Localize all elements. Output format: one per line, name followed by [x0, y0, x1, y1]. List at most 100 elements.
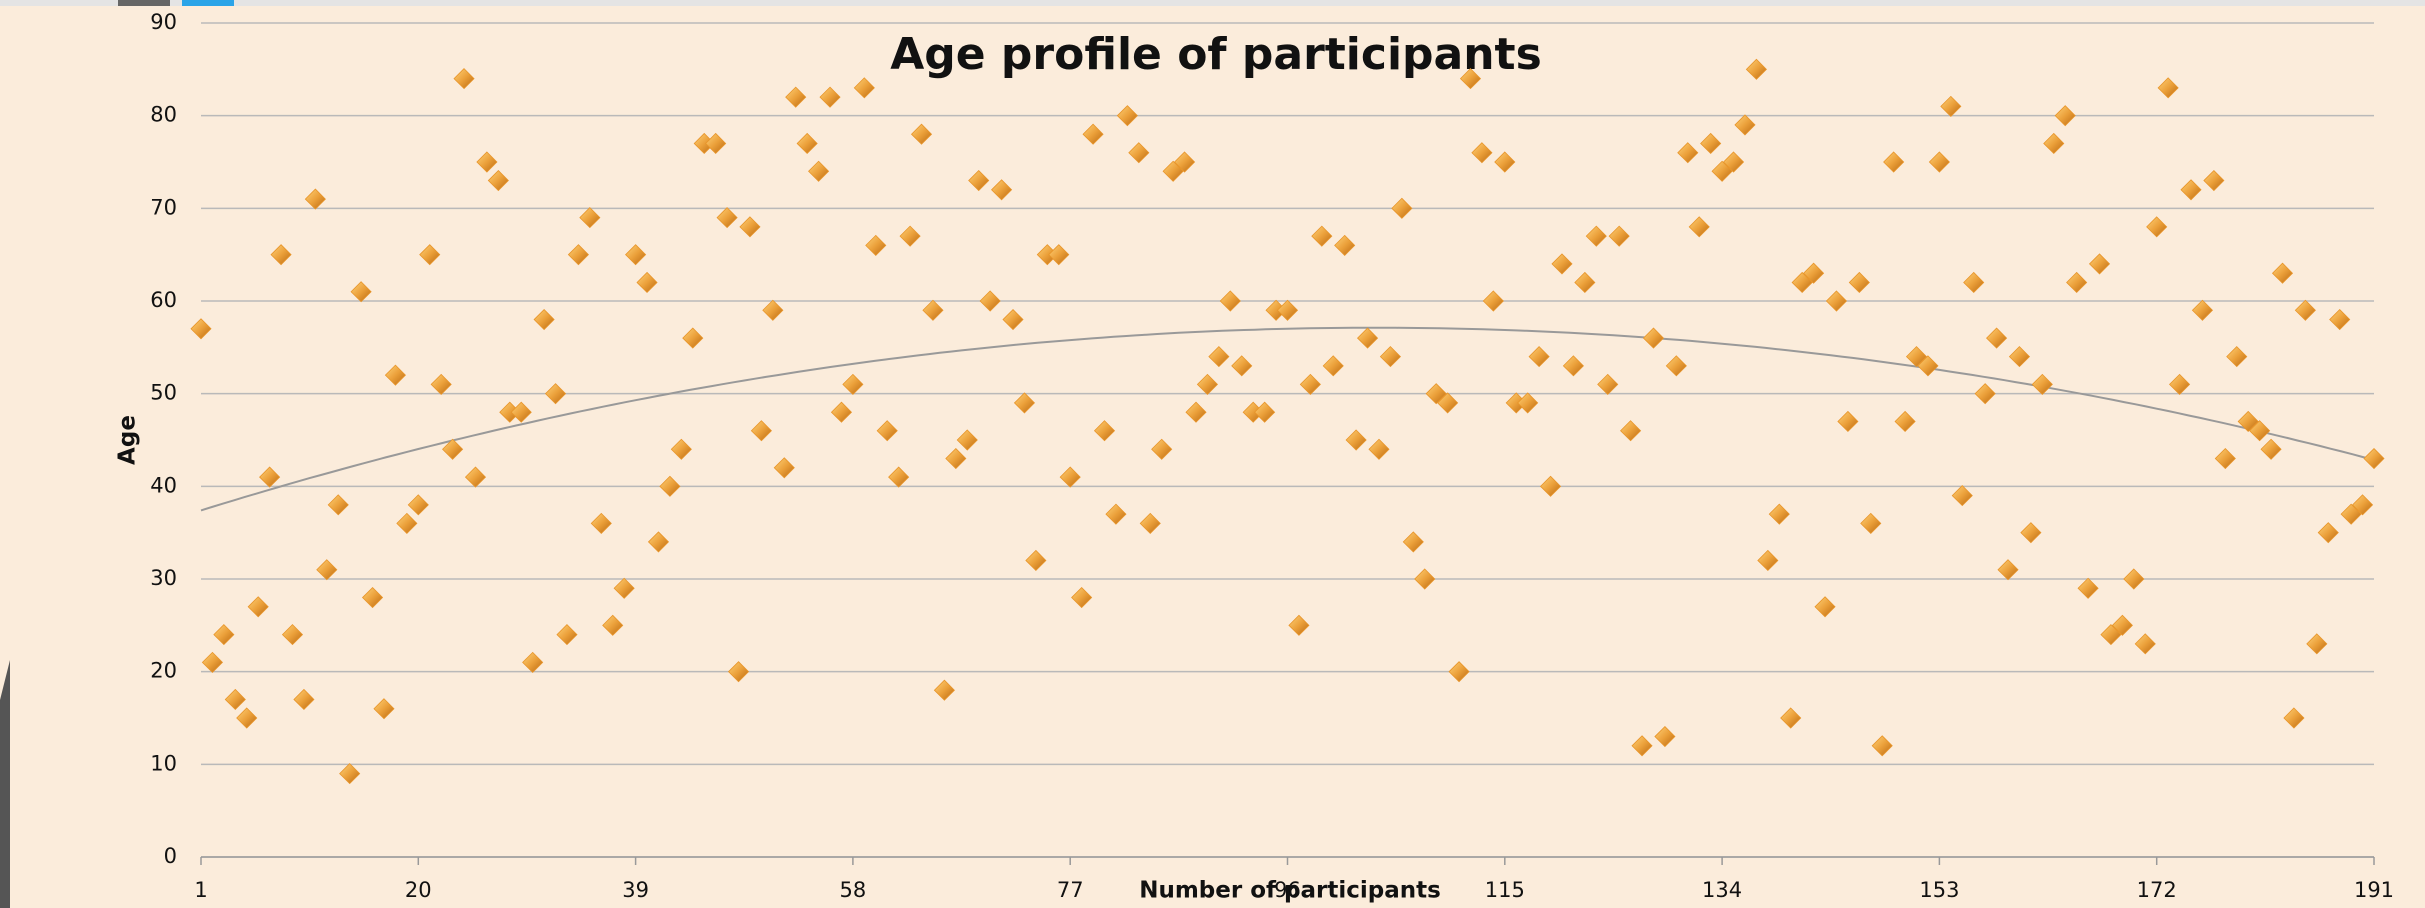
point: [1196, 373, 1219, 395]
point: [773, 457, 795, 479]
point: [2237, 410, 2259, 433]
point: [1414, 568, 1436, 590]
point: [327, 494, 349, 516]
point: [1642, 327, 1665, 349]
point: [785, 86, 807, 108]
point: [1677, 142, 1699, 164]
x-tick-label: 153: [1919, 878, 1959, 902]
point: [853, 77, 875, 99]
point: [453, 68, 475, 90]
point: [464, 466, 487, 488]
chart-title: Age profile of participants: [890, 29, 1542, 80]
point: [2306, 633, 2328, 655]
point: [647, 531, 670, 553]
point: [430, 373, 452, 395]
point: [1276, 299, 1299, 321]
point: [1551, 253, 1573, 275]
y-tick-label: 30: [150, 566, 177, 590]
point: [396, 512, 418, 534]
trendline: [200, 326, 2375, 512]
point: [945, 447, 967, 470]
point: [1585, 225, 1607, 247]
point: [1288, 614, 1310, 636]
point: [259, 466, 281, 488]
point: [2329, 308, 2351, 331]
point: [2043, 132, 2065, 155]
point: [2226, 346, 2248, 368]
point: [2088, 253, 2111, 275]
point: [2249, 420, 2271, 442]
point: [2020, 522, 2042, 544]
point: [1151, 438, 1173, 460]
point: [190, 318, 212, 340]
point: [407, 494, 429, 516]
point: [2169, 373, 2191, 395]
point: [727, 661, 750, 683]
x-tick-label: 115: [1485, 878, 1525, 902]
point: [1013, 392, 1036, 414]
point: [1311, 225, 1333, 247]
point: [1917, 355, 1939, 377]
point: [2271, 262, 2294, 284]
point: [808, 160, 830, 182]
point: [373, 698, 395, 720]
point: [1700, 132, 1722, 155]
point: [682, 327, 704, 349]
point: [1871, 735, 1893, 757]
point: [876, 420, 898, 442]
point: [1803, 262, 1825, 284]
point: [1848, 271, 1870, 294]
point: [2260, 438, 2282, 460]
point: [2077, 577, 2099, 599]
y-tick-label: 80: [150, 103, 177, 127]
tab: [182, 0, 234, 6]
x-tick-label: 39: [622, 878, 649, 902]
point: [625, 244, 647, 266]
point: [1185, 401, 1207, 423]
point: [1894, 410, 1916, 433]
point: [991, 179, 1013, 201]
point: [2008, 346, 2031, 368]
point: [1665, 355, 1687, 377]
point: [510, 401, 532, 423]
point: [705, 132, 727, 155]
point: [670, 438, 692, 460]
point: [522, 651, 544, 673]
point: [384, 364, 406, 386]
point: [579, 207, 601, 229]
y-tick-label: 0: [164, 844, 177, 868]
point: [1780, 707, 1802, 729]
y-axis-title: Age: [115, 415, 141, 465]
point: [1928, 151, 1950, 173]
point: [293, 688, 315, 711]
point: [1299, 373, 1321, 395]
point: [1334, 234, 1356, 256]
point: [2123, 568, 2145, 590]
point: [1745, 58, 1767, 80]
point: [1963, 271, 1985, 294]
point: [1437, 392, 1459, 414]
point: [1391, 197, 1413, 219]
point: [956, 429, 978, 451]
point: [281, 624, 304, 646]
point: [1162, 160, 1184, 182]
point: [2157, 77, 2179, 99]
point: [899, 225, 921, 247]
point: [361, 586, 384, 609]
point: [442, 438, 464, 460]
point: [1608, 225, 1630, 247]
point: [2203, 169, 2225, 192]
point: [1082, 123, 1104, 145]
point: [2031, 373, 2053, 395]
x-tick-label: 191: [2354, 878, 2394, 902]
point: [1814, 596, 1836, 618]
point: [1757, 549, 1779, 572]
x-tick-label: 134: [1702, 878, 1742, 902]
point: [2111, 614, 2133, 636]
point: [544, 383, 567, 405]
point: [2180, 179, 2202, 201]
point: [1986, 327, 2008, 349]
point: [1711, 160, 1733, 182]
point: [2294, 299, 2316, 321]
y-tick-label: 50: [150, 381, 177, 405]
